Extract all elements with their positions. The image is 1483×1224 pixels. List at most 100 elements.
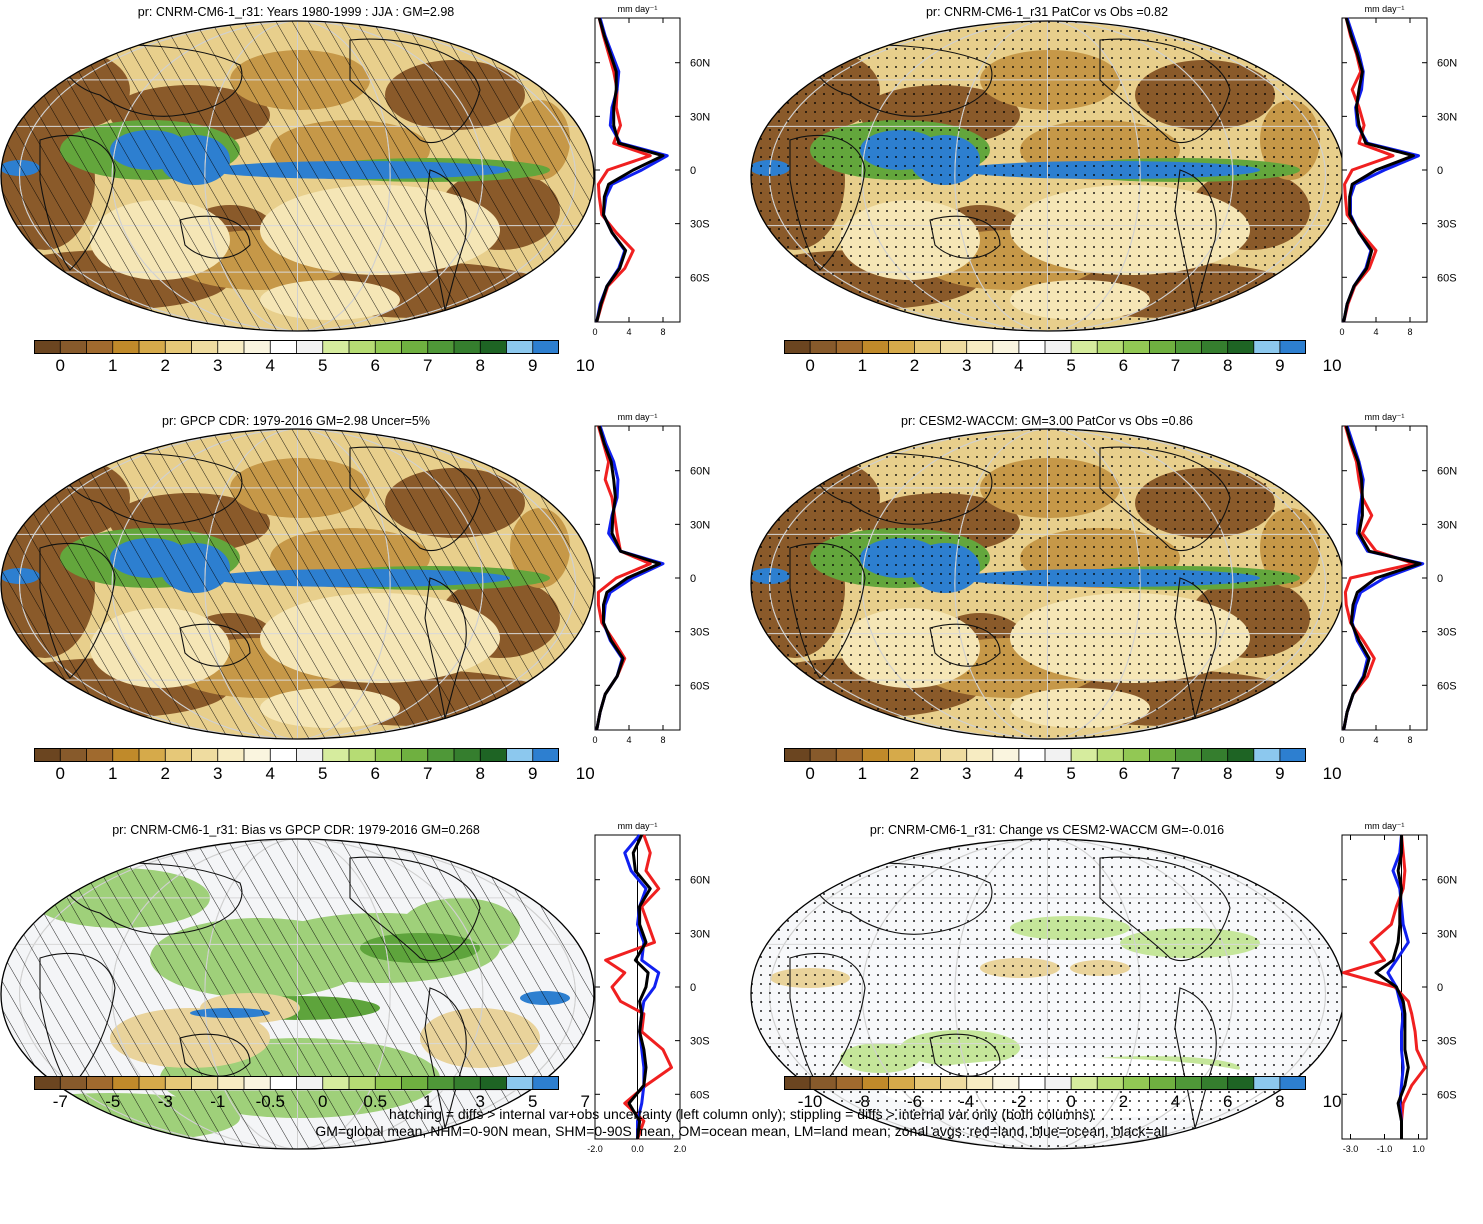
x-tick-label: 8	[1407, 735, 1412, 745]
colorbar	[784, 340, 1306, 354]
colorbar-swatch	[1279, 748, 1306, 762]
panel-title: pr: CNRM-CM6-1_r31: Bias vs GPCP CDR: 19…	[112, 823, 480, 837]
colorbar-swatch	[1227, 748, 1255, 762]
colorbar-swatch	[992, 1076, 1020, 1090]
y-tick-label: 30S	[690, 627, 710, 639]
colorbar-swatch	[1201, 1076, 1229, 1090]
colorbar-tick-label: 3	[213, 764, 223, 783]
y-tick-label: 30S	[690, 1036, 710, 1048]
colorbar-tick-label: 8	[475, 356, 485, 375]
map	[750, 838, 1345, 1150]
colorbar-tick-label: 7	[580, 1092, 590, 1111]
colorbar-tick-label: 2	[1118, 1092, 1129, 1111]
colorbar-swatch	[1097, 340, 1124, 354]
colorbar-tick-label: 2	[909, 764, 920, 783]
colorbar-swatch	[506, 1076, 534, 1090]
colorbar-swatch	[165, 1076, 192, 1090]
colorbar-swatch	[454, 340, 481, 354]
colorbar-swatch	[244, 1076, 271, 1090]
colorbar-swatch	[34, 340, 61, 354]
y-tick-label: 60N	[1437, 875, 1457, 887]
colorbar-swatch	[888, 748, 915, 762]
colorbar-tick-label: 3	[213, 356, 223, 375]
colorbar-tick-label: 7	[1170, 764, 1181, 783]
y-tick-label: 60S	[1437, 680, 1457, 692]
colorbar-swatch	[966, 748, 994, 762]
colorbar-swatch	[1045, 1076, 1072, 1090]
colorbar-swatch	[191, 1076, 219, 1090]
panel-title: pr: CNRM-CM6-1_r31: Years 1980-1999 : JJ…	[137, 5, 455, 19]
zonal-series-all	[595, 17, 665, 323]
colorbar-swatch	[322, 1076, 350, 1090]
colorbar-swatch	[810, 340, 837, 354]
colorbar-swatch	[217, 340, 245, 354]
colorbar-swatch	[1045, 748, 1072, 762]
colorbar-swatch	[810, 1076, 837, 1090]
colorbar-tick-label: 4	[1014, 764, 1024, 783]
colorbar-swatch	[270, 748, 297, 762]
zonal-series-all	[595, 425, 662, 731]
zonal-mean-plot: mm day⁻¹ 60N 30N 0 30S 60S 0 4 8	[1339, 412, 1457, 745]
colorbar-swatch	[532, 1076, 559, 1090]
colorbar-swatch	[888, 340, 915, 354]
colorbar-swatch	[1018, 1076, 1046, 1090]
colorbar-swatch	[1201, 748, 1229, 762]
colorbar-swatch	[1149, 340, 1176, 354]
colorbar-swatch	[375, 1076, 402, 1090]
colorbar-tick-label: 9	[528, 356, 538, 375]
colorbar-swatch	[112, 340, 140, 354]
footer-notes: hatching = diffs > internal var+obs unce…	[0, 1106, 1483, 1140]
colorbar-tick-label: 4	[1170, 1092, 1181, 1111]
colorbar-swatch	[1071, 340, 1098, 354]
colorbar-swatch	[86, 1076, 114, 1090]
y-tick-label: 30N	[690, 111, 710, 123]
colorbar-tick-label: -2	[1011, 1092, 1027, 1111]
colorbar-tick-label: 6	[1118, 764, 1129, 783]
colorbar-swatch	[940, 1076, 968, 1090]
x-tick-label: 4	[1373, 327, 1378, 337]
x-tick-label: -3.0	[1343, 1144, 1359, 1154]
colorbar-swatch	[992, 748, 1020, 762]
colorbar-swatch	[454, 1076, 481, 1090]
colorbar	[34, 1076, 559, 1090]
footer-line-1: hatching = diffs > internal var+obs unce…	[389, 1106, 1094, 1122]
colorbar-swatch	[1201, 340, 1229, 354]
colorbar-tick-label: 0	[1066, 1092, 1076, 1111]
colorbar-swatch	[86, 748, 114, 762]
y-tick-label: 30N	[1437, 519, 1457, 531]
colorbar-swatch	[1227, 1076, 1255, 1090]
colorbar-swatch	[1097, 1076, 1124, 1090]
colorbar-swatch	[454, 748, 481, 762]
zonal-unit-label: mm day⁻¹	[1365, 4, 1405, 14]
colorbar-swatch	[34, 748, 61, 762]
colorbar-tick-label: 0	[55, 764, 65, 783]
zonal-unit-label: mm day⁻¹	[1365, 821, 1405, 831]
y-tick-label: 30S	[1437, 627, 1457, 639]
colorbar-tick-label: 1	[108, 356, 118, 375]
colorbar-swatch	[375, 748, 402, 762]
x-tick-label: -1.0	[1377, 1144, 1393, 1154]
colorbar-swatch	[165, 748, 192, 762]
zonal-unit-label: mm day⁻¹	[618, 821, 658, 831]
colorbar-tick-label: 1	[857, 356, 868, 375]
colorbar-tick-label: -7	[52, 1092, 68, 1111]
colorbar-tick-label: 5	[318, 356, 328, 375]
colorbar-swatch	[836, 1076, 863, 1090]
colorbar-swatch	[784, 1076, 811, 1090]
colorbar-swatch	[60, 748, 87, 762]
colorbar-swatch	[217, 1076, 245, 1090]
x-tick-label: 0	[592, 735, 597, 745]
colorbar-swatch	[966, 340, 994, 354]
colorbar-swatch	[296, 340, 324, 354]
colorbar-labels: -7 -5 -3 -1 -0.5 0 0.5 1 3 5 7	[34, 1092, 590, 1114]
colorbar-labels: 0 1 2 3 4 5 6 7 8 9 10	[34, 764, 595, 786]
y-tick-label: 60N	[690, 58, 710, 70]
y-tick-label: 0	[690, 982, 696, 994]
zonal-series-land	[595, 17, 652, 323]
panel-title: pr: CESM2-WACCM: GM=3.00 PatCor vs Obs =…	[901, 414, 1193, 428]
colorbar-swatch	[401, 1076, 429, 1090]
zonal-mean-plot: mm day⁻¹ 60N 30N 0 30S 60S -2.0 0.0 2.0	[587, 821, 710, 1154]
y-tick-label: 60S	[1437, 1089, 1457, 1101]
x-tick-label: 0	[1339, 735, 1344, 745]
colorbar-tick-label: 10	[1322, 764, 1342, 783]
